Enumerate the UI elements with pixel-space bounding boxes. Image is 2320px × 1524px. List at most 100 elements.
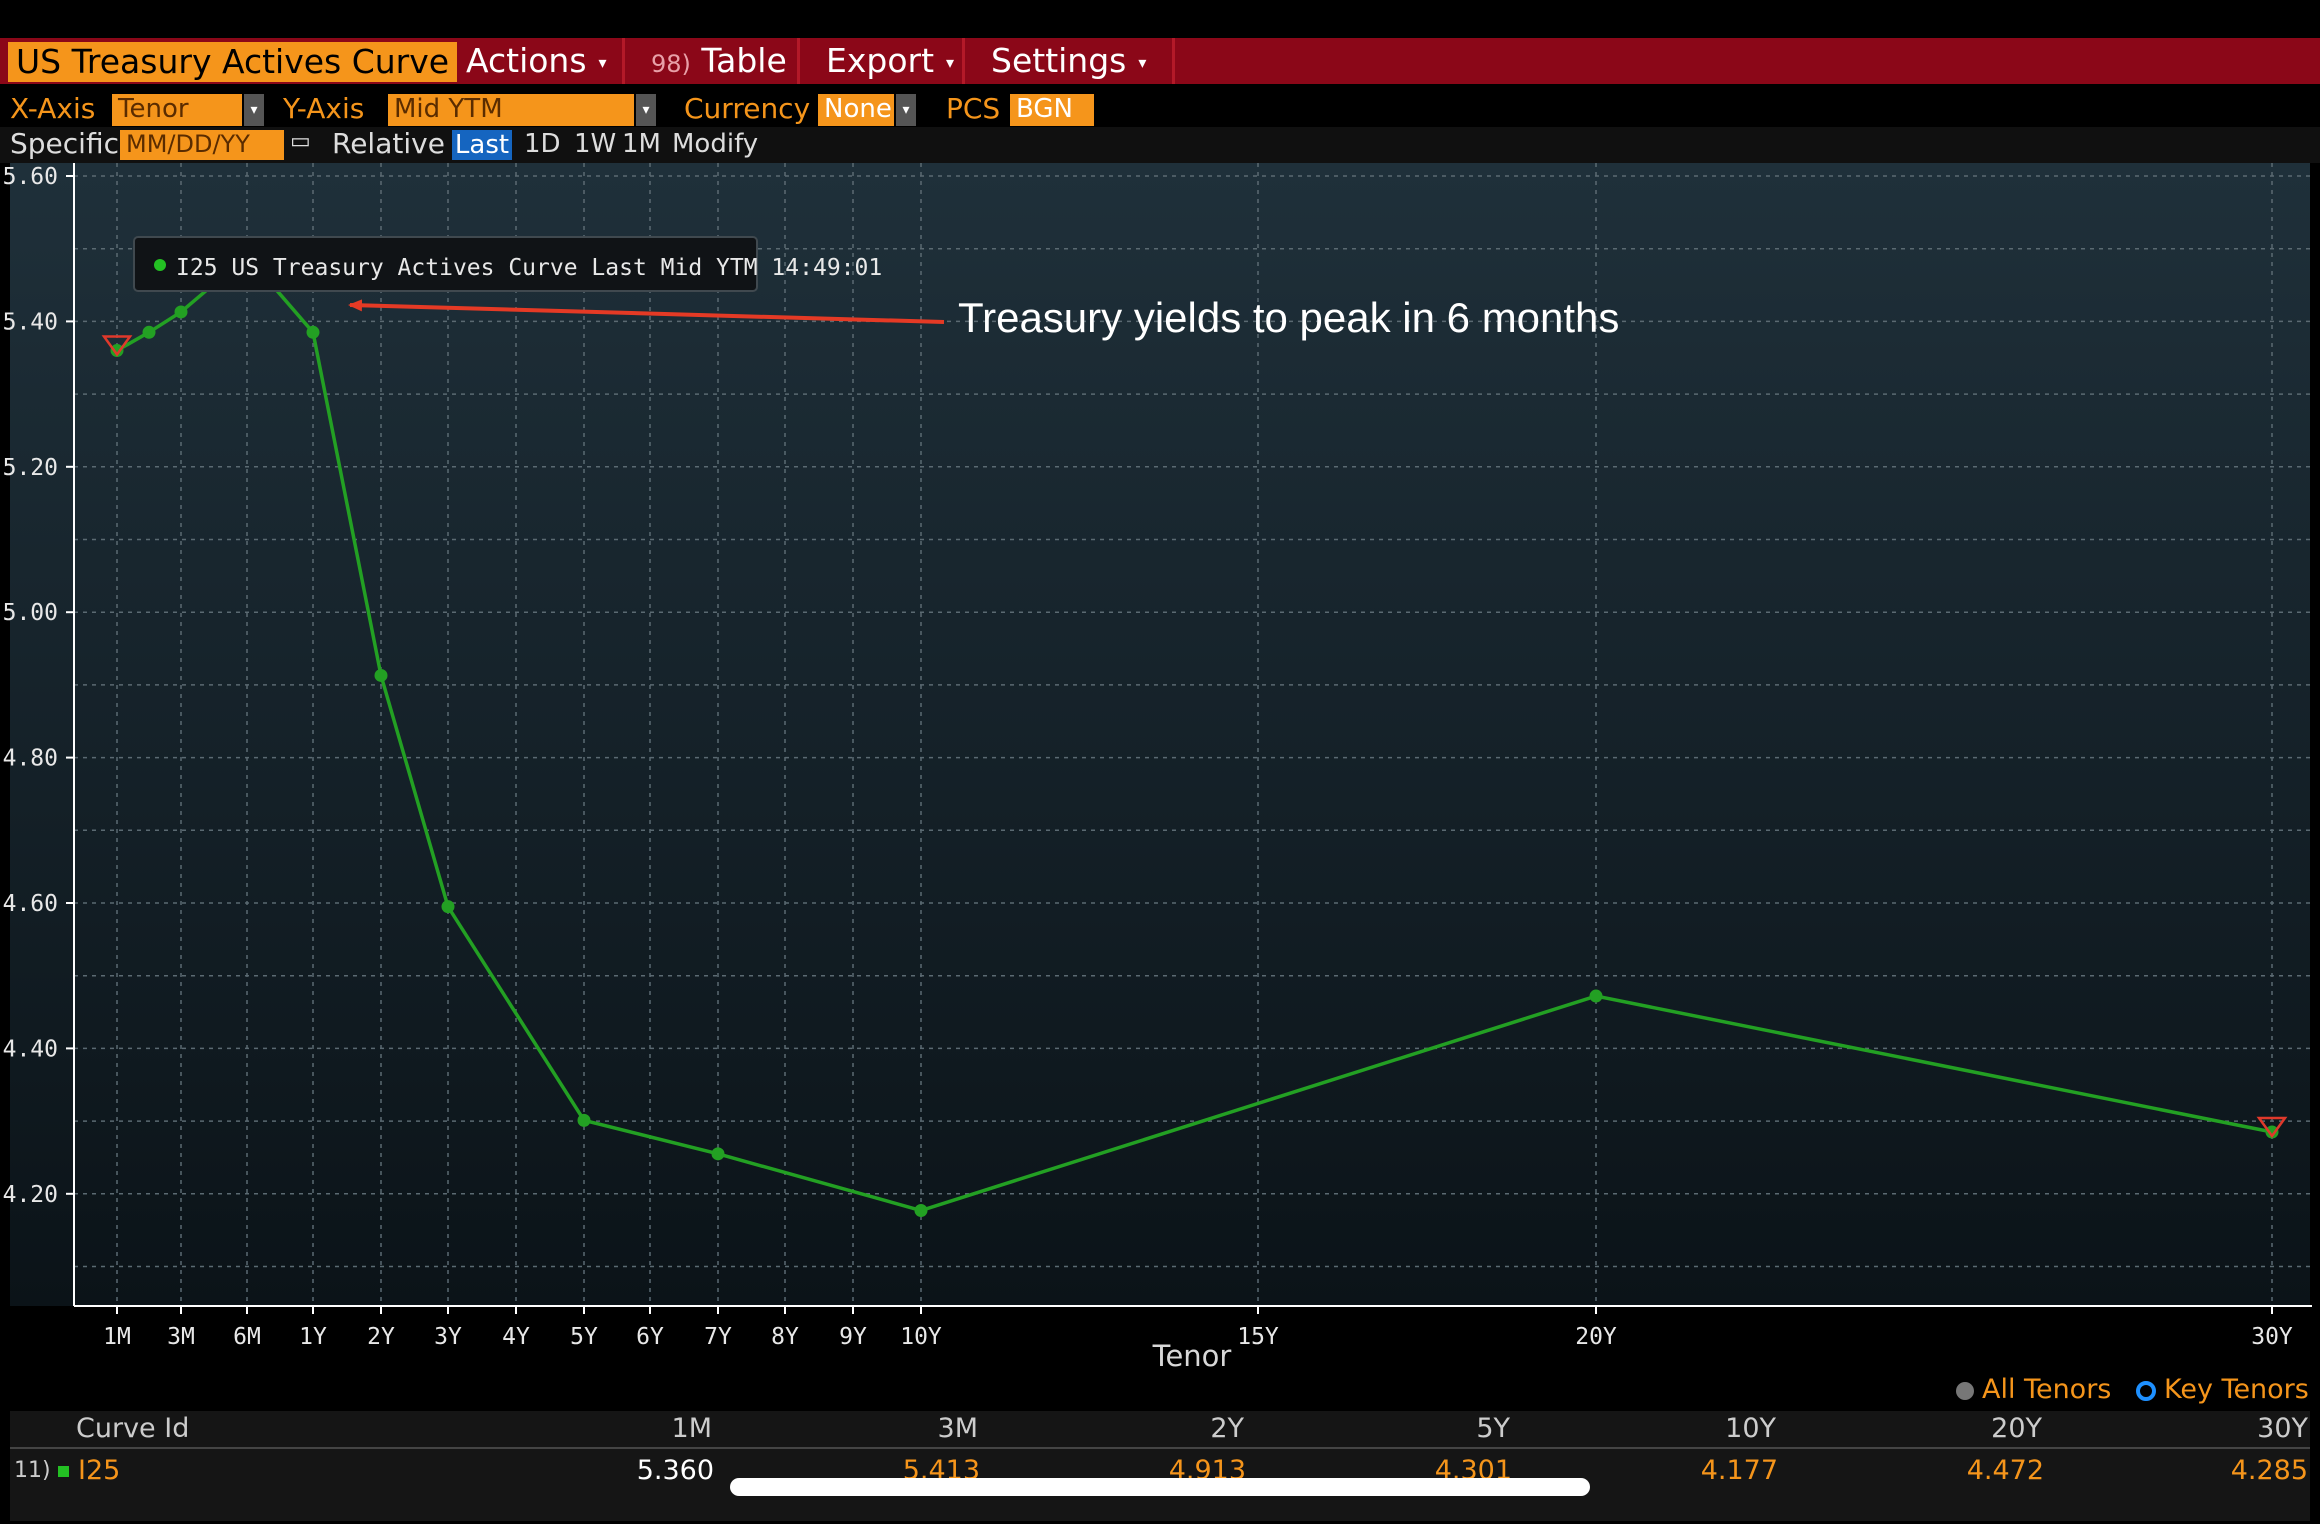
export-menu[interactable]: Export ▾ (797, 38, 980, 84)
radio-on-icon (2136, 1380, 2156, 1401)
x-tick-label: 20Y (1575, 1324, 1617, 1350)
curve-title-field[interactable]: US Treasury Actives Curve (8, 42, 458, 82)
curve-table (10, 1411, 2310, 1521)
table-shortcut-number: 98) (651, 50, 691, 78)
row-number: 11) (14, 1458, 51, 1483)
series-legend-label: I25 US Treasury Actives Curve Last Mid Y… (176, 255, 882, 281)
data-point-2y (374, 668, 388, 682)
xaxis-select[interactable]: Tenor (112, 94, 242, 126)
x-tick-label: 8Y (771, 1324, 799, 1350)
series-color-square (58, 1466, 69, 1477)
data-point-5y (577, 1113, 591, 1127)
yield-curve-chart: 5.60 5.40 5.20 5.00 4.80 4.60 4.40 4.20 1M 3M 6M 1… (3, 163, 2312, 1373)
x-tick-label: 1M (103, 1324, 131, 1350)
data-point-1m (110, 343, 124, 357)
value-cell-10y: 4.177 (1700, 1455, 1778, 1486)
pcs-label: PCS (946, 92, 1001, 125)
last-button[interactable]: Last (452, 130, 512, 160)
value-cell-30y: 4.285 (2230, 1455, 2308, 1486)
chevron-down-icon[interactable]: ▾ (636, 94, 656, 126)
y-tick-label: 4.60 (3, 891, 58, 917)
x-axis-title: Tenor (1152, 1339, 1232, 1373)
1w-button[interactable]: 1W (574, 129, 617, 159)
export-label: Export (826, 41, 935, 80)
settings-menu[interactable]: Settings ▾ (962, 38, 1176, 84)
y-tick-label: 5.40 (3, 309, 58, 335)
horizontal-scrollbar[interactable] (730, 1478, 1590, 1496)
chevron-down-icon[interactable]: ▾ (244, 94, 264, 126)
x-tick-label: 6M (233, 1324, 261, 1350)
relative-label: Relative (332, 127, 445, 160)
table-header-curve-id: Curve Id (76, 1413, 190, 1444)
table-header-1m: 1M (671, 1413, 712, 1444)
data-point-2m (142, 325, 156, 339)
annotation-arrow (348, 299, 945, 324)
y-tick-label: 4.40 (3, 1036, 58, 1062)
yaxis-select[interactable]: Mid YTM (388, 94, 634, 126)
table-header-10y: 10Y (1725, 1413, 1776, 1444)
x-tick-label: 15Y (1237, 1324, 1279, 1350)
table-header-5y: 5Y (1476, 1413, 1510, 1444)
x-tick-label: 3M (167, 1324, 195, 1350)
x-tick-label: 10Y (900, 1324, 942, 1350)
data-point-10y (914, 1204, 928, 1218)
curve-id-cell[interactable]: I25 (78, 1455, 121, 1486)
all-tenors-label: All Tenors (1982, 1374, 2112, 1405)
y-tick-label: 5.60 (3, 164, 58, 190)
y-tick-label: 5.00 (3, 600, 58, 626)
series-line (116, 253, 2273, 1213)
yaxis-label: Y-Axis (283, 92, 365, 125)
key-tenors-label: Key Tenors (2164, 1374, 2309, 1405)
y-tick-label: 5.20 (3, 455, 58, 481)
data-point-3m (174, 305, 188, 319)
1m-button[interactable]: 1M (622, 129, 661, 159)
date-controls-row (0, 127, 2320, 163)
table-label: Table (701, 41, 787, 80)
data-point-1y (306, 325, 320, 339)
table-divider (10, 1447, 2310, 1449)
table-header-30y: 30Y (2257, 1413, 2308, 1444)
radio-off-icon (1956, 1381, 1974, 1400)
x-tick-label: 2Y (367, 1324, 395, 1350)
x-tick-label: 1Y (299, 1324, 327, 1350)
data-point-3y (441, 900, 455, 914)
chevron-down-icon[interactable]: ▾ (896, 94, 916, 126)
x-tick-label: 9Y (839, 1324, 867, 1350)
value-cell-20y: 4.472 (1966, 1455, 2044, 1486)
plot-background (10, 163, 2310, 1306)
specific-date-input[interactable]: MM/DD/YY (120, 130, 284, 160)
table-header-20y: 20Y (1991, 1413, 2042, 1444)
y-tick-label: 4.20 (3, 1182, 58, 1208)
data-point-30y (2265, 1125, 2279, 1139)
key-tenors-toggle[interactable]: Key Tenors (2136, 1374, 2309, 1405)
specific-label: Specific (10, 127, 119, 160)
annotation-text: Treasury yields to peak in 6 months (958, 294, 1619, 341)
x-tick-label: 4Y (502, 1324, 530, 1350)
currency-select[interactable]: None (818, 94, 894, 126)
x-tick-label: 7Y (704, 1324, 732, 1350)
table-button[interactable]: 98) Table (622, 38, 813, 84)
chart-legend: I25 US Treasury Actives Curve Last Mid Y… (133, 236, 882, 292)
table-header-3m: 3M (937, 1413, 978, 1444)
table-header-2y: 2Y (1210, 1413, 1244, 1444)
actions-menu[interactable]: Actions ▾ (440, 38, 633, 84)
settings-label: Settings (991, 41, 1127, 80)
1d-button[interactable]: 1D (524, 129, 561, 159)
all-tenors-toggle[interactable]: All Tenors (1956, 1374, 2111, 1405)
pcs-field[interactable]: BGN (1010, 94, 1094, 126)
actions-label: Actions (466, 41, 587, 80)
chevron-down-icon: ▾ (1138, 52, 1147, 72)
modify-button[interactable]: Modify (672, 129, 759, 159)
x-tick-label: 5Y (570, 1324, 598, 1350)
value-cell-1m: 5.360 (636, 1455, 714, 1486)
x-tick-label: 30Y (2251, 1324, 2293, 1350)
endpoint-marker (2256, 1116, 2288, 1139)
xaxis-label: X-Axis (10, 92, 96, 125)
data-point-7y (711, 1147, 725, 1161)
currency-label: Currency (684, 92, 811, 125)
y-tick-label: 4.80 (3, 746, 58, 772)
x-tick-label: 3Y (434, 1324, 462, 1350)
x-tick-label: 6Y (636, 1324, 664, 1350)
calendar-icon[interactable]: ▭ (290, 129, 311, 154)
data-point-20y (1589, 989, 1603, 1003)
